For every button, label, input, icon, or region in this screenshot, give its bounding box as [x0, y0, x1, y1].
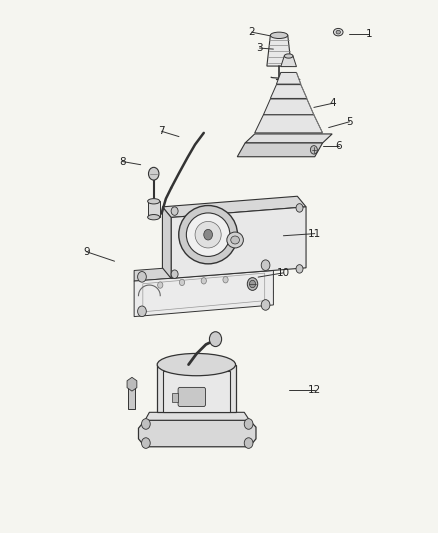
Circle shape [141, 438, 150, 448]
Circle shape [180, 279, 185, 286]
Ellipse shape [333, 28, 343, 36]
Circle shape [261, 300, 270, 310]
Circle shape [209, 332, 222, 346]
Circle shape [158, 282, 163, 288]
Ellipse shape [186, 213, 230, 256]
Polygon shape [254, 115, 322, 133]
Ellipse shape [148, 215, 160, 220]
Text: 1: 1 [366, 29, 372, 39]
Circle shape [311, 146, 318, 154]
Text: 5: 5 [346, 117, 353, 127]
Circle shape [201, 278, 206, 284]
Polygon shape [134, 270, 273, 317]
Circle shape [223, 277, 228, 283]
Polygon shape [171, 207, 306, 278]
Circle shape [171, 270, 178, 278]
Text: 4: 4 [330, 98, 336, 108]
Circle shape [244, 438, 253, 448]
Circle shape [141, 419, 150, 429]
Polygon shape [157, 365, 236, 413]
Circle shape [296, 265, 303, 273]
Ellipse shape [231, 236, 240, 244]
Polygon shape [163, 371, 230, 413]
Polygon shape [237, 143, 322, 157]
Text: 10: 10 [277, 268, 290, 278]
Polygon shape [145, 413, 250, 420]
Ellipse shape [195, 221, 221, 248]
Text: 9: 9 [83, 247, 89, 257]
Polygon shape [276, 72, 301, 84]
Circle shape [247, 278, 258, 290]
Circle shape [296, 204, 303, 212]
Bar [172, 393, 178, 402]
Circle shape [148, 167, 159, 180]
Polygon shape [138, 420, 256, 447]
Polygon shape [263, 99, 314, 115]
Ellipse shape [157, 353, 236, 376]
Polygon shape [162, 207, 171, 278]
Circle shape [244, 419, 253, 429]
Circle shape [250, 280, 255, 288]
Circle shape [261, 260, 270, 270]
Ellipse shape [284, 54, 293, 58]
Polygon shape [162, 196, 306, 217]
Ellipse shape [227, 232, 244, 248]
Circle shape [138, 271, 146, 282]
Text: 12: 12 [308, 384, 321, 394]
Circle shape [171, 207, 178, 215]
Text: 7: 7 [158, 126, 165, 136]
Text: 3: 3 [256, 43, 263, 53]
Ellipse shape [336, 30, 340, 34]
Polygon shape [134, 260, 273, 281]
Polygon shape [267, 35, 291, 66]
Polygon shape [281, 56, 297, 67]
Text: 6: 6 [336, 141, 342, 151]
Circle shape [204, 229, 212, 240]
Bar [128, 387, 135, 409]
Text: 2: 2 [248, 27, 255, 37]
Ellipse shape [179, 206, 237, 264]
Circle shape [138, 306, 146, 317]
Ellipse shape [270, 32, 288, 38]
Polygon shape [148, 201, 160, 217]
Polygon shape [270, 85, 307, 99]
FancyBboxPatch shape [178, 387, 205, 407]
Text: 11: 11 [308, 229, 321, 239]
Ellipse shape [148, 199, 160, 204]
Polygon shape [245, 134, 332, 143]
Text: 8: 8 [119, 157, 126, 166]
